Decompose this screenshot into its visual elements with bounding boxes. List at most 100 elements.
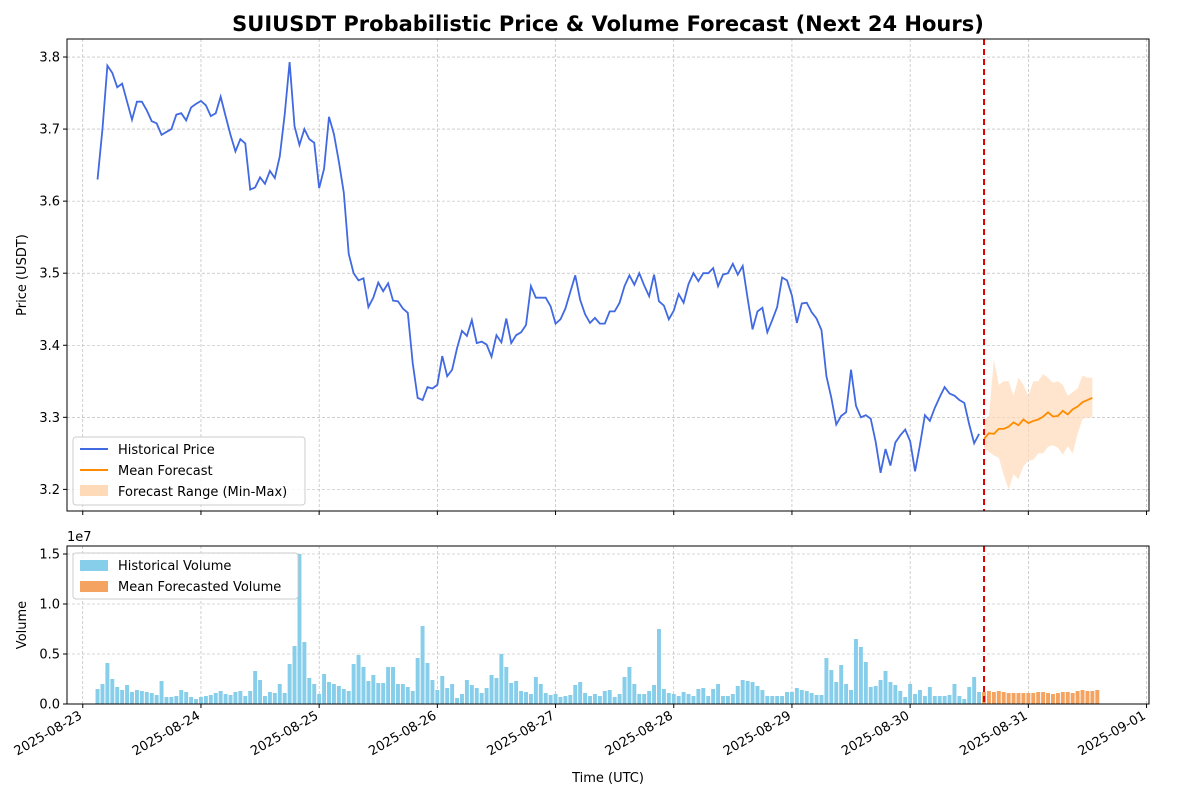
price-plot-frame [66, 38, 1150, 512]
historical-volume-bar [312, 684, 317, 704]
historical-volume-bar [967, 687, 972, 704]
historical-volume-bar [972, 677, 977, 704]
historical-volume-bar [474, 688, 479, 704]
historical-volume-bar [125, 685, 130, 704]
historical-volume-bar [863, 662, 868, 704]
price-gridlines [67, 39, 1149, 511]
mean-forecast-line [983, 397, 1093, 440]
legend-mean-forecast-label: Mean Forecast [118, 464, 213, 479]
historical-volume-bar [893, 685, 898, 704]
historical-volume-bar [341, 689, 346, 704]
historical-volume-bar [844, 684, 849, 704]
historical-volume-bar [558, 697, 563, 704]
historical-volume-bar [750, 682, 755, 704]
historical-volume-bar [499, 654, 504, 704]
historical-volume-bar [272, 693, 277, 704]
x-tick-label: 2025-09-01 [1076, 708, 1149, 759]
forecast-volume-bar [1006, 693, 1011, 704]
historical-volume-bar [829, 670, 834, 704]
historical-volume-bar [602, 691, 607, 704]
x-tick-label: 2025-08-28 [603, 708, 676, 759]
x-tick-label: 2025-08-31 [957, 708, 1030, 759]
historical-volume-bar [568, 695, 573, 704]
historical-volume-bar [134, 690, 139, 704]
price-y-tick-label: 3.3 [39, 411, 60, 426]
historical-volume-bar [356, 655, 361, 704]
historical-volume-bar [435, 690, 440, 704]
historical-volume-bar [652, 685, 657, 704]
forecast-volume-bar [1085, 691, 1090, 704]
historical-volume-bar [740, 680, 745, 704]
forecast-volume-bar [1031, 693, 1036, 704]
price-y-tick-label: 3.6 [39, 195, 60, 210]
historical-volume-bar [686, 694, 691, 704]
historical-volume-bar [159, 681, 164, 704]
historical-volume-bar [425, 663, 430, 704]
historical-volume-bar [95, 689, 100, 704]
historical-volume-bar [391, 667, 395, 704]
historical-volume-bar [440, 676, 445, 704]
historical-volume-bar [331, 684, 336, 704]
historical-volume-bar [711, 689, 716, 704]
historical-volume-bar [154, 695, 159, 704]
historical-volume-bar [627, 667, 632, 704]
price-y-axis-label: Price (USDT) [15, 234, 30, 316]
historical-volume-bar [460, 694, 464, 704]
historical-volume-bar [287, 664, 292, 704]
historical-volume-bar [799, 690, 804, 704]
historical-volume-bar [533, 677, 538, 704]
x-tick-label: 2025-08-25 [248, 708, 321, 759]
historical-volume-bar [849, 690, 854, 704]
historical-volume-bar [706, 696, 711, 704]
historical-volume-bar [228, 695, 233, 704]
volume-plot-frame [66, 545, 1150, 705]
historical-volume-bar [617, 694, 622, 704]
historical-volume-bar [937, 696, 942, 704]
volume-y-tick-label: 0.0 [39, 698, 60, 713]
price-y-axis-ticks: 3.2 3.3 3.4 3.5 3.6 3.7 3.8 [39, 51, 67, 498]
forecast-volume-bar [1041, 692, 1046, 704]
historical-volume-bar [716, 684, 721, 704]
forecast-volume-bar [1026, 693, 1031, 704]
historical-volume-bar [307, 678, 312, 704]
historical-volume-bar [110, 679, 115, 704]
historical-volume-bar [563, 696, 568, 704]
historical-volume-bar [588, 696, 592, 704]
price-legend: Historical Price Mean Forecast Forecast … [72, 436, 306, 506]
x-axis-label: Time (UTC) [571, 771, 644, 786]
historical-volume-bar [105, 663, 110, 704]
forecast-volume-bar [1060, 692, 1065, 704]
historical-volume-bar [977, 692, 982, 704]
historical-volume-bar [947, 695, 952, 704]
historical-volume-bar [903, 697, 908, 704]
historical-volume-bar [371, 675, 376, 704]
historical-volume-bar [302, 642, 307, 704]
historical-volume-bar [809, 693, 814, 704]
x-tick-label: 2025-08-27 [485, 708, 558, 759]
x-tick-label: 2025-08-26 [366, 708, 439, 759]
historical-volume-bar [351, 664, 356, 704]
historical-volume-bar [597, 696, 602, 704]
volume-legend: Historical Volume Mean Forecasted Volume [72, 552, 299, 600]
legend-forecast-range-label: Forecast Range (Min-Max) [118, 485, 287, 500]
historical-volume-bar [755, 686, 760, 704]
historical-volume-bar [854, 639, 858, 704]
price-legend-box [72, 436, 306, 506]
historical-volume-bar [898, 691, 903, 704]
historical-volume-bar [376, 683, 381, 704]
price-panel: 3.2 3.3 3.4 3.5 3.6 3.7 3.8 Price (USDT) Histo… [15, 38, 1150, 515]
historical-volume-bar [258, 680, 263, 704]
legend-forecast-volume-label: Mean Forecasted Volume [118, 580, 281, 595]
historical-volume-bar [922, 696, 927, 704]
historical-volume-bar [642, 694, 647, 704]
historical-volume-bar [198, 697, 203, 704]
historical-volume-bar [671, 694, 676, 704]
historical-volume-bar [164, 697, 169, 704]
historical-volume-bar [952, 684, 957, 704]
forecast-volume-bar [1070, 693, 1075, 704]
historical-volume-bar [400, 684, 405, 704]
historical-volume-bar [839, 665, 844, 704]
historical-volume-bar [676, 696, 681, 704]
historical-volume-bar [657, 629, 661, 704]
